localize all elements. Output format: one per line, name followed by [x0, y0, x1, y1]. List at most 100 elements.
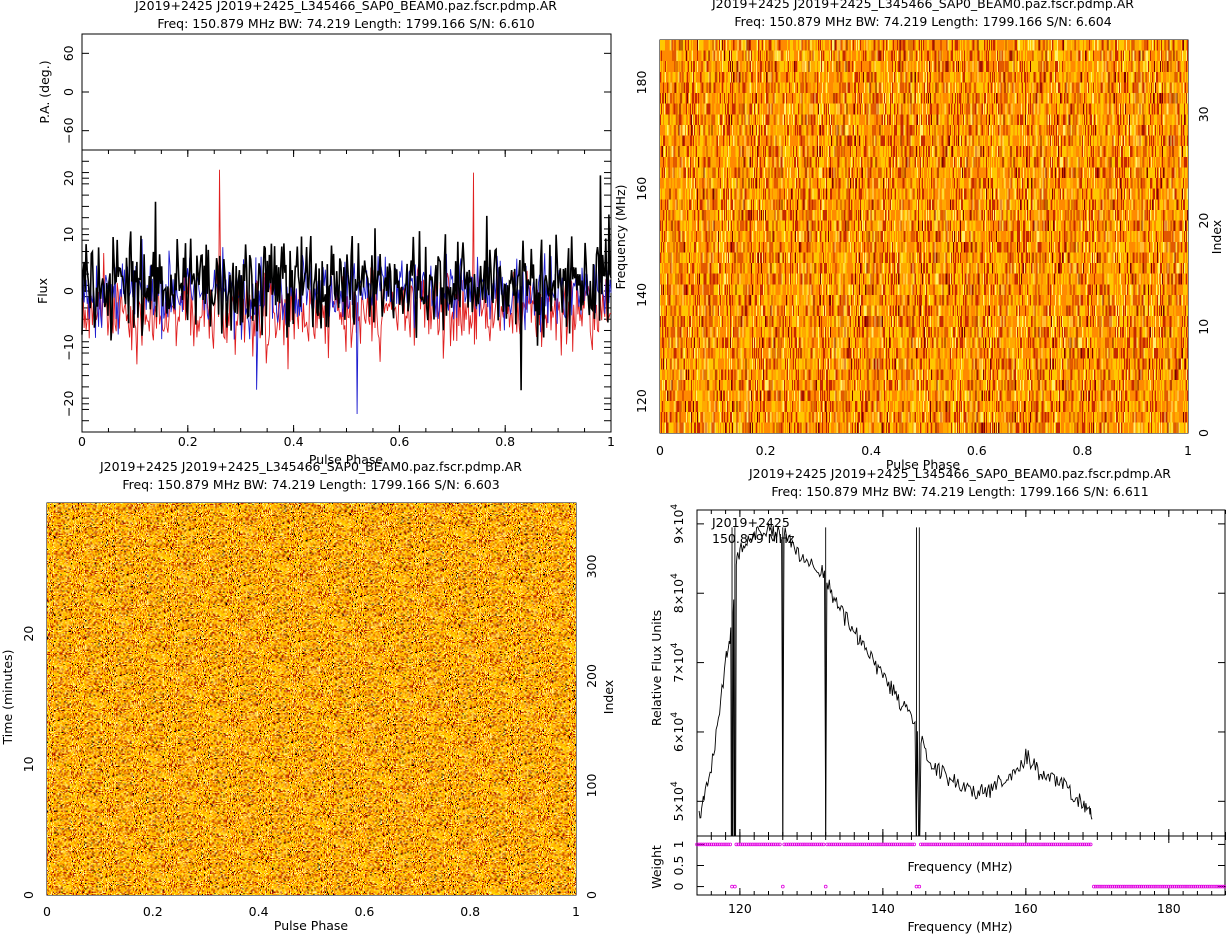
- weight-marker: [1170, 884, 1175, 889]
- timephase-y2-ticklabel: 100: [584, 774, 599, 798]
- weight-marker: [1020, 842, 1025, 847]
- weight-marker: [1210, 884, 1214, 889]
- weight-marker: [870, 842, 875, 847]
- weight-marker: [895, 842, 900, 847]
- weight-marker: [1070, 842, 1074, 847]
- weight-marker: [815, 842, 820, 847]
- weight-marker: [883, 842, 887, 847]
- weight-marker: [1145, 884, 1150, 889]
- flux-ylabel: Flux: [35, 278, 50, 304]
- weight-marker: [972, 842, 977, 847]
- timephase-y-ticklabel: 0: [21, 891, 36, 899]
- weight-marker: [983, 842, 987, 847]
- weight-marker: [1010, 842, 1014, 847]
- bandpass-y-tick-exponent: 4: [670, 712, 680, 718]
- weight-marker: [1076, 842, 1081, 847]
- weight-marker: [897, 842, 902, 847]
- weight-marker: [843, 842, 848, 847]
- weight-marker: [827, 842, 831, 847]
- weight-marker: [862, 842, 867, 847]
- weight-y-ticklabel: 0: [671, 883, 686, 891]
- bandpass-y-ticklabel: 5×104: [670, 781, 686, 821]
- weight-marker: [1008, 842, 1012, 847]
- weight-marker: [1197, 884, 1202, 889]
- weight-marker: [910, 842, 914, 847]
- weight-marker: [817, 842, 822, 847]
- weight-marker: [943, 842, 948, 847]
- weight-marker: [1191, 884, 1196, 889]
- weight-marker: [751, 842, 755, 847]
- weight-marker: [1018, 842, 1023, 847]
- weight-marker: [966, 842, 971, 847]
- weight-marker: [1183, 884, 1187, 889]
- freqphase-title: J2019+2425 J2019+2425_L345466_SAP0_BEAM0…: [711, 0, 1134, 11]
- timephase-xlabel: Pulse Phase: [274, 918, 349, 933]
- weight-marker: [1118, 884, 1123, 889]
- weight-marker: [773, 842, 778, 847]
- weight-marker: [1212, 884, 1216, 889]
- weight-marker: [1108, 884, 1113, 889]
- weight-marker: [964, 842, 969, 847]
- weight-marker: [819, 842, 824, 847]
- weight-marker: [1203, 884, 1208, 889]
- weight-marker: [1092, 884, 1096, 889]
- weight-x-ticklabel: 160: [1014, 901, 1038, 916]
- weight-marker: [1022, 842, 1027, 847]
- freqphase-y-ticklabel: 120: [634, 389, 649, 413]
- weight-marker: [891, 842, 896, 847]
- weight-marker: [937, 842, 942, 847]
- weight-marker: [1172, 884, 1177, 889]
- freqphase-x-ticklabel: 0.8: [1072, 443, 1092, 458]
- weight-marker: [831, 842, 836, 847]
- weight-marker: [962, 842, 967, 847]
- weight-marker: [1049, 842, 1054, 847]
- weight-marker: [933, 842, 938, 847]
- weight-marker: [1166, 884, 1171, 889]
- timephase-title: J2019+2425 J2019+2425_L345466_SAP0_BEAM0…: [99, 459, 522, 474]
- weight-marker: [1016, 842, 1020, 847]
- flux-y-ticklabel: −20: [61, 391, 76, 417]
- weight-marker: [1206, 884, 1210, 889]
- weight-marker: [1164, 884, 1169, 889]
- bandpass-y-ticklabel: 7×104: [670, 642, 686, 682]
- weight-marker: [1179, 884, 1183, 889]
- weight-marker: [885, 842, 889, 847]
- weight-marker: [1181, 884, 1185, 889]
- weight-marker: [775, 842, 780, 847]
- bandpass-y-tick-exponent: 4: [670, 573, 680, 579]
- weight-marker: [945, 842, 950, 847]
- bandpass-title: J2019+2425 J2019+2425_L345466_SAP0_BEAM0…: [748, 466, 1171, 481]
- weight-marker-zero: [823, 884, 828, 889]
- weight-marker: [927, 842, 931, 847]
- freqphase-y2-ticklabel: 30: [1196, 106, 1211, 122]
- timephase-x-ticklabel: 0.8: [460, 904, 480, 919]
- bandpass-annotation-source: J2019+2425: [711, 515, 790, 530]
- timephase-x-ticklabel: 0.2: [143, 904, 163, 919]
- weight-marker: [748, 842, 753, 847]
- weight-marker: [705, 842, 710, 847]
- flux-y-ticklabel: 0: [61, 287, 76, 295]
- bandpass-xlabel: Frequency (MHz): [907, 919, 1012, 934]
- weight-marker: [813, 842, 818, 847]
- weight-marker: [1086, 842, 1091, 847]
- weight-marker: [908, 842, 912, 847]
- timephase-ylabel: Time (minutes): [0, 650, 15, 746]
- weight-marker: [1057, 842, 1062, 847]
- weight-marker: [1012, 842, 1016, 847]
- weight-marker: [711, 842, 716, 847]
- weight-marker: [1147, 884, 1152, 889]
- weight-marker: [1068, 842, 1072, 847]
- weight-marker: [1176, 884, 1181, 889]
- weight-marker: [1026, 842, 1031, 847]
- weight-marker: [1082, 842, 1087, 847]
- weight-marker: [1047, 842, 1052, 847]
- weight-marker: [1199, 884, 1204, 889]
- weight-marker: [954, 842, 958, 847]
- weight-marker: [757, 842, 761, 847]
- weight-x-ticklabel: 120: [728, 901, 752, 916]
- weight-marker: [858, 842, 863, 847]
- weight-marker: [856, 842, 860, 847]
- timephase-x-ticklabel: 0.4: [249, 904, 269, 919]
- weight-inner-xlabel: Frequency (MHz): [907, 859, 1012, 874]
- weight-marker: [788, 842, 793, 847]
